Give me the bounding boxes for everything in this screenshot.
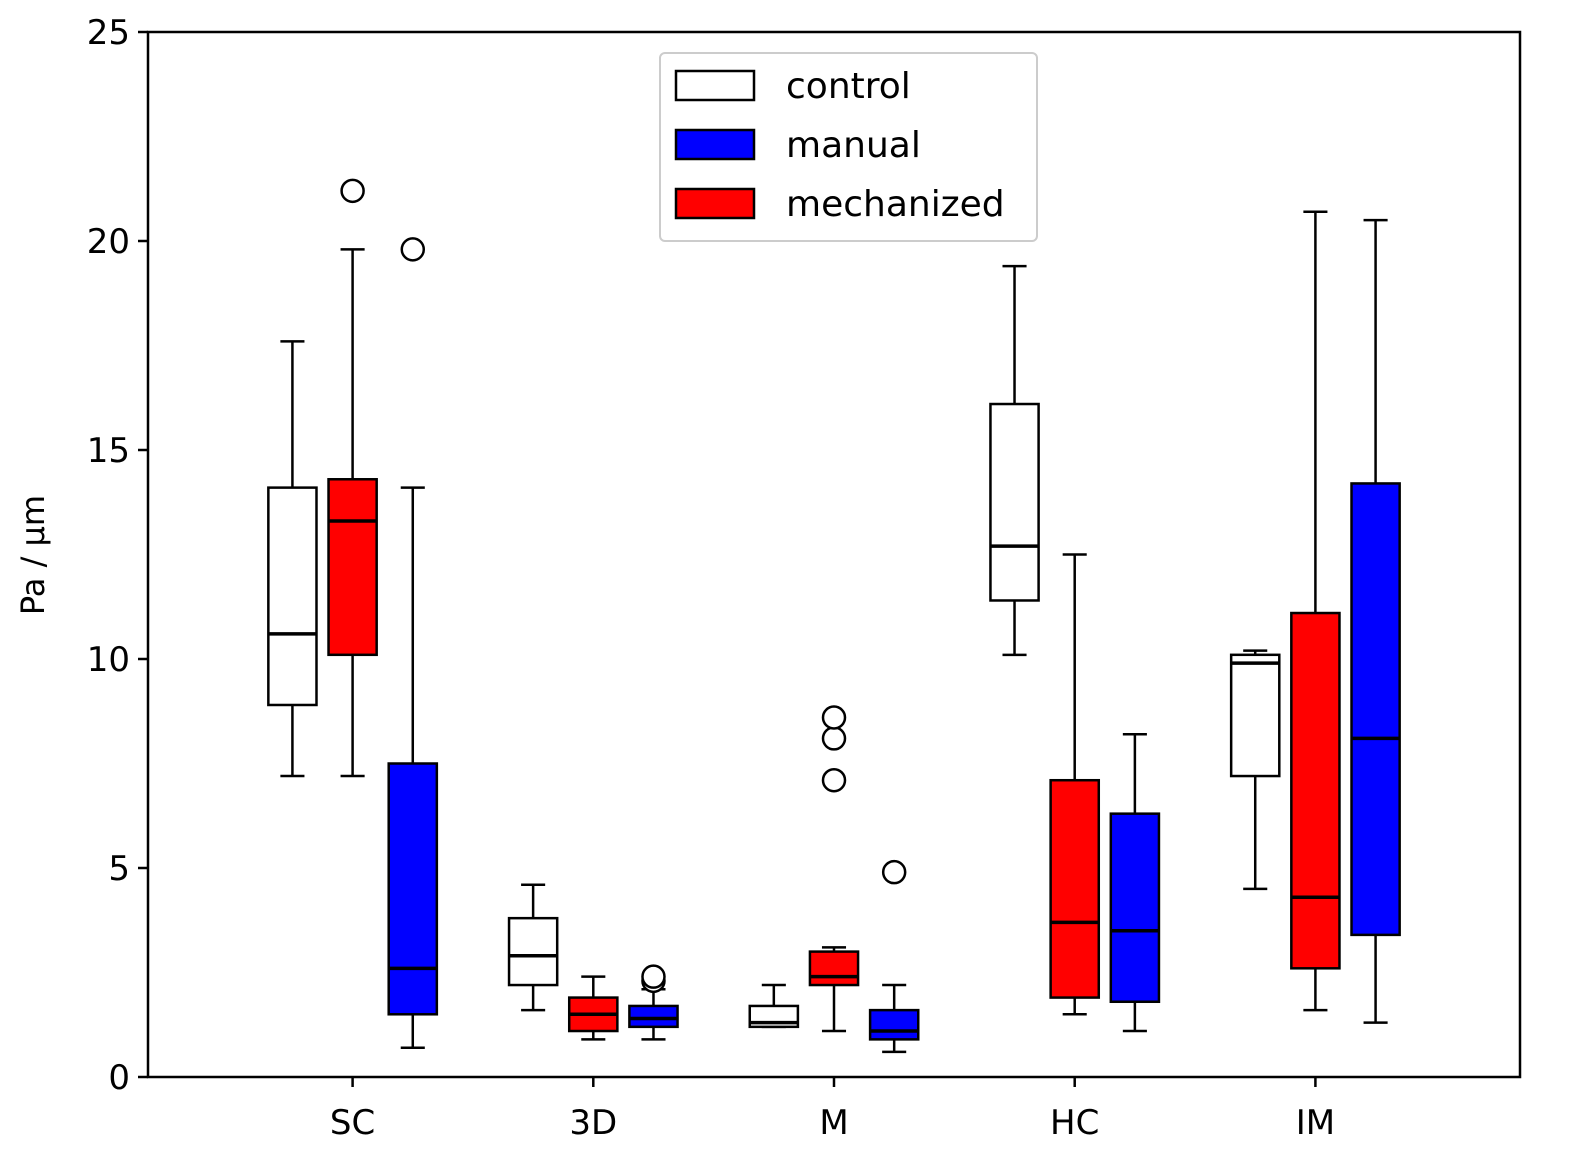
y-tick-label: 20 xyxy=(87,222,130,262)
y-axis: 0 5 10 15 20 25 xyxy=(87,13,148,1098)
legend: control manual mechanized xyxy=(659,52,1038,242)
outlier-point xyxy=(400,237,426,262)
y-tick-label: 10 xyxy=(87,640,130,680)
y-tick-label: 0 xyxy=(108,1058,130,1098)
boxes-layer xyxy=(267,178,1401,1054)
legend-swatch-control xyxy=(674,69,756,102)
box-sc-control xyxy=(267,340,318,778)
box-hc-manual xyxy=(1109,732,1161,1033)
x-tick-label-sc: SC xyxy=(330,1103,375,1143)
box-3d-control xyxy=(507,883,559,1012)
box-im-manual xyxy=(1350,218,1401,1024)
box-im-mechanized xyxy=(1290,210,1341,1012)
box-sc-mechanized xyxy=(327,178,378,778)
y-tick-label: 25 xyxy=(87,13,130,53)
legend-label-manual: manual xyxy=(786,125,921,166)
box-m-control xyxy=(748,983,800,1029)
legend-swatch-manual xyxy=(674,128,756,161)
box-hc-control xyxy=(989,264,1040,657)
box-iqr xyxy=(1290,611,1341,970)
box-iqr xyxy=(327,478,378,657)
box-iqr xyxy=(387,762,439,1016)
box-iqr xyxy=(989,402,1040,602)
box-3d-mechanized xyxy=(567,975,619,1041)
outlier-point xyxy=(821,726,847,751)
y-tick-label: 15 xyxy=(87,431,130,471)
outlier-point xyxy=(641,964,666,989)
y-tick-label: 5 xyxy=(108,849,130,889)
x-tick-label-hc: HC xyxy=(1050,1103,1099,1143)
box-m-manual xyxy=(868,859,920,1054)
outlier-point xyxy=(821,705,847,730)
box-iqr xyxy=(1350,482,1401,937)
outlier-point xyxy=(881,859,907,885)
box-iqr xyxy=(628,1004,679,1029)
box-iqr xyxy=(868,1008,920,1041)
box-iqr xyxy=(1109,812,1161,1004)
box-hc-mechanized xyxy=(1049,553,1101,1016)
box-im-control xyxy=(1229,649,1281,891)
box-iqr xyxy=(808,950,860,987)
outlier-point xyxy=(340,178,365,204)
y-axis-title: Pa / µm xyxy=(14,495,52,615)
outlier-point xyxy=(821,767,847,793)
x-tick-label-3d: 3D xyxy=(569,1103,617,1143)
box-iqr xyxy=(267,486,318,707)
x-tick-label-m: M xyxy=(819,1103,848,1143)
legend-label-mechanized: mechanized xyxy=(786,184,1005,225)
box-3d-manual xyxy=(628,964,679,1041)
box-iqr xyxy=(507,916,559,987)
box-iqr xyxy=(1229,653,1281,778)
box-m-mechanized xyxy=(808,705,860,1033)
x-axis: SC 3D M HC IM xyxy=(330,1077,1335,1143)
legend-label-control: control xyxy=(786,66,911,107)
x-tick-label-im: IM xyxy=(1296,1103,1335,1143)
box-sc-manual xyxy=(387,237,439,1049)
legend-swatch-mechanized xyxy=(674,187,756,220)
box-iqr xyxy=(1049,778,1101,999)
